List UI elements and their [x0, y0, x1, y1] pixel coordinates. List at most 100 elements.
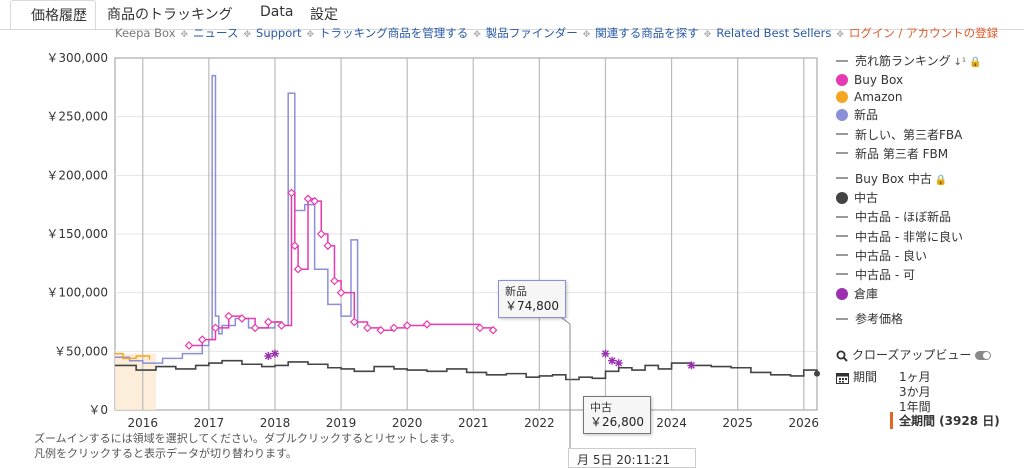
- separator-icon: ✥: [180, 30, 189, 40]
- data-point: [184, 341, 194, 350]
- legend-label: Buy Box 中古: [855, 171, 932, 186]
- lock-icon: 🔒: [969, 57, 982, 68]
- line-icon: [836, 152, 848, 155]
- legend-used-very-good[interactable]: 中古品 - 非常に良い: [836, 228, 1024, 247]
- y-tick-label: ￥100,000: [46, 286, 108, 300]
- nav-keepa-box[interactable]: Keepa Box: [115, 26, 176, 40]
- line-icon: [836, 235, 848, 237]
- data-point: [349, 317, 359, 327]
- data-point: [310, 196, 319, 206]
- data-point: [422, 319, 432, 329]
- tooltip-value: ￥74,800: [505, 299, 559, 313]
- legend-label: 新品 第三者 FBM: [855, 146, 949, 161]
- legend-buy-box[interactable]: Buy Box: [836, 71, 1024, 90]
- nav-links: Keepa Box ✥ ニュース ✥ Support ✥ トラッキング商品を管理する ✥ 製品フ…: [115, 25, 998, 41]
- line-icon: [836, 317, 848, 320]
- legend-hint: 凡例をクリックすると表示データが切り替わります。: [34, 447, 297, 460]
- nav-product-finder[interactable]: 製品ファインダー: [485, 26, 578, 40]
- legend-used-acceptable[interactable]: 中古品 - 可: [836, 266, 1024, 285]
- legend-amazon[interactable]: Amazon: [836, 90, 1024, 106]
- line-icon: [836, 215, 848, 218]
- legend-new[interactable]: 新品: [836, 106, 1024, 125]
- legend-used-good[interactable]: 中古品 - 良い: [836, 247, 1024, 266]
- x-tick-label: 2025: [722, 416, 753, 430]
- legend-label: Buy Box: [854, 73, 904, 88]
- nav-manage-tracking[interactable]: トラッキング商品を管理する: [319, 26, 469, 40]
- data-point: [316, 229, 326, 239]
- x-tick-label: 2020: [392, 416, 423, 430]
- zoom-hint: ズームインするには領域を選択してください。ダブルクリックするとリセットします。: [34, 432, 461, 445]
- data-point: [488, 325, 498, 335]
- legend-buybox-used[interactable]: Buy Box 中古 🔒: [836, 170, 1024, 189]
- tab-price-history[interactable]: 価格履歴: [10, 0, 96, 30]
- legend-sales-rank[interactable]: 売れ筋ランキング ↓¹ 🔒: [836, 52, 1024, 71]
- separator-icon: ✥: [243, 30, 252, 40]
- data-point: [687, 361, 696, 370]
- separator-icon: ✥: [836, 30, 844, 40]
- data-point: [277, 321, 286, 330]
- toggle-switch[interactable]: [975, 351, 992, 360]
- tab-tracking[interactable]: 商品のトラッキング: [107, 7, 233, 23]
- sort-icon[interactable]: ↓¹: [953, 57, 967, 68]
- period-text: 期間: [853, 370, 878, 384]
- line-icon: [836, 254, 848, 257]
- tab-divider: [0, 29, 1024, 30]
- nav-login[interactable]: ログイン / アカウントの登録: [848, 26, 999, 40]
- nav-related-search[interactable]: 関連する商品を探す: [595, 26, 699, 40]
- x-tick-label: 2018: [260, 416, 291, 430]
- series-line: [115, 352, 151, 360]
- dot-icon: [836, 108, 848, 121]
- legend-label: 売れ筋ランキング: [855, 54, 951, 68]
- legend-new-fbm[interactable]: 新品 第三者 FBM: [836, 145, 1024, 164]
- legend-new-fba[interactable]: 新しい、第三者FBA: [836, 126, 1024, 145]
- data-point: [197, 335, 207, 344]
- data-point: [336, 288, 346, 298]
- separator-icon: ✥: [306, 30, 315, 40]
- legend-label: 新品: [854, 108, 879, 123]
- data-point: [389, 323, 399, 333]
- period-3-months[interactable]: 3か月: [899, 385, 931, 399]
- legend-warehouse[interactable]: 倉庫: [836, 285, 1024, 304]
- nav-support[interactable]: Support: [256, 26, 302, 40]
- closeup-toggle[interactable]: クローズアップビュー: [836, 346, 992, 363]
- data-point: [264, 352, 273, 361]
- legend-label: 中古品 - 非常に良い: [855, 229, 963, 244]
- period-all[interactable]: 全期間 (3928 日): [890, 412, 1000, 429]
- lock-icon: 🔒: [934, 174, 948, 186]
- data-point: [237, 314, 247, 323]
- tab-bar: 価格履歴 商品のトラッキング Data 設定: [0, 0, 1024, 30]
- y-tick-label: ￥250,000: [46, 110, 108, 124]
- line-icon: [836, 273, 848, 276]
- x-tick-label: 2026: [789, 416, 820, 430]
- data-point: [475, 323, 485, 333]
- tooltip-value: ￥26,800: [590, 415, 644, 429]
- nav-news[interactable]: ニュース: [193, 26, 239, 40]
- dot-icon: [836, 73, 848, 86]
- period-1-month[interactable]: 1ヶ月: [899, 370, 931, 384]
- x-tick-label: 2024: [656, 416, 687, 430]
- tab-settings[interactable]: 設定: [310, 7, 338, 23]
- data-point: [290, 241, 300, 251]
- legend-label: 中古: [854, 191, 879, 206]
- x-tick-label: 2017: [194, 416, 225, 430]
- tab-data[interactable]: Data: [260, 4, 294, 20]
- data-point: [323, 241, 333, 251]
- data-point: [224, 311, 234, 321]
- data-point: [376, 325, 386, 335]
- y-tick-label: ￥50,000: [54, 344, 108, 358]
- nav-related-best-sellers[interactable]: Related Best Sellers: [716, 26, 832, 40]
- legend-used[interactable]: 中古: [836, 189, 1024, 208]
- legend-used-like-new[interactable]: 中古品 - ほぼ新品: [836, 208, 1024, 227]
- legend-list-price[interactable]: 参考価格: [836, 310, 1024, 329]
- data-point: [330, 276, 339, 286]
- period-1-year[interactable]: 1年間: [899, 400, 931, 414]
- y-tick-label: ￥0: [88, 403, 108, 417]
- separator-icon: ✥: [703, 30, 712, 40]
- data-point: [293, 264, 303, 274]
- data-point: [270, 349, 279, 358]
- used-price-tooltip: 中古 ￥26,800: [583, 396, 651, 434]
- legend-label: 中古品 - 可: [855, 267, 915, 282]
- data-point: [287, 188, 296, 198]
- amazon-area: [115, 353, 156, 410]
